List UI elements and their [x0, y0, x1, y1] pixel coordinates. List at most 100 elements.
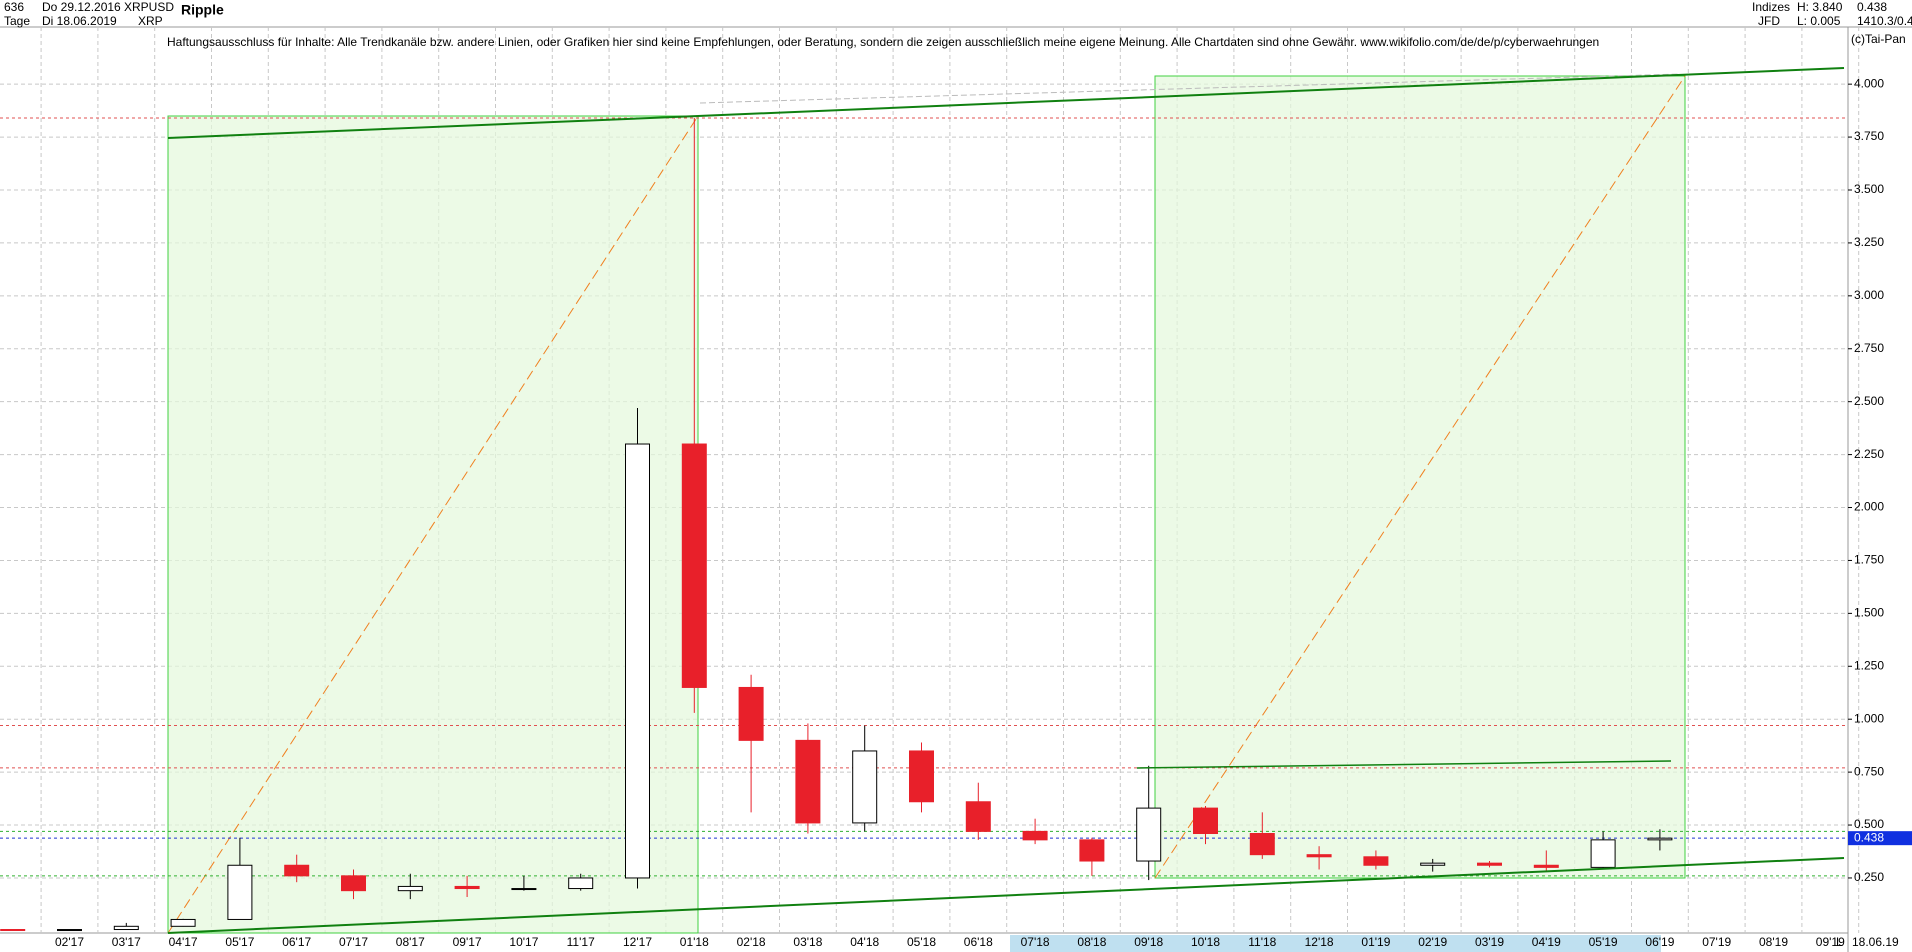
candle-body [1533, 864, 1559, 868]
y-tick-label: 2.000 [1854, 500, 1884, 514]
candle-body [57, 929, 82, 932]
date-end: 18.06.19 [1852, 935, 1899, 949]
high: H: 3.840 [1797, 0, 1843, 14]
start-date: Do 29.12.2016 [42, 0, 121, 14]
x-tick-label: 08'18 [1077, 935, 1106, 949]
candle-body [909, 750, 934, 803]
trendline [1136, 760, 1672, 769]
candle-body [0, 929, 26, 932]
candle-body [454, 885, 480, 890]
y-tick-label: 0.250 [1854, 870, 1884, 884]
header: 636 Do 29.12.2016 Tage Di 18.06.2019 XRP… [0, 0, 1912, 28]
candle-body [738, 686, 764, 741]
x-tick-label: 03'19 [1475, 935, 1504, 949]
extra: 1410.3/0.4 [1857, 14, 1912, 28]
price-label: 0.438 [1854, 830, 1884, 844]
drawings [167, 73, 1686, 934]
x-tick-label: 11'17 [567, 935, 595, 949]
y-tick-label: 0.750 [1854, 764, 1884, 778]
y-tick-label: 1.250 [1854, 658, 1884, 672]
period[interactable]: Tage [4, 14, 30, 28]
helper-line [699, 73, 1681, 104]
candle-body [1477, 862, 1502, 866]
y-tick-label: 1.750 [1854, 553, 1884, 567]
x-tick-label: 02'17 [55, 935, 84, 949]
symbol: XRPUSD [124, 0, 174, 14]
candle-body [284, 864, 310, 877]
candle-body [170, 918, 196, 927]
x-tick-label: 04'19 [1532, 935, 1561, 949]
candle-body [852, 750, 878, 824]
x-tick-label: 11'18 [1248, 935, 1276, 949]
x-tick-label: 12'17 [623, 935, 652, 949]
candle-body [1306, 854, 1332, 858]
l-mark: L [1836, 935, 1843, 949]
copyright: (c)Tai-Pan [1851, 32, 1906, 46]
x-tick-label: 07'19 [1702, 935, 1731, 949]
y-tick-label: 0.500 [1854, 817, 1884, 831]
candle-body [1363, 856, 1389, 866]
low: L: 0.005 [1797, 14, 1841, 28]
candle-body [1420, 862, 1446, 866]
candle-body [1079, 839, 1105, 862]
candle-body [681, 443, 707, 688]
trendline [167, 115, 699, 139]
y-tick-label: 3.750 [1854, 129, 1884, 143]
disclaimer: Haftungsausschluss für Inhalte: Alle Tre… [167, 35, 1599, 49]
x-tick-label: 03'18 [793, 935, 822, 949]
end-date: Di 18.06.2019 [42, 14, 117, 28]
candle-body [113, 925, 139, 931]
x-tick-label: 04'17 [169, 935, 198, 949]
candle-body [965, 801, 991, 832]
group: Indizes [1752, 0, 1790, 14]
x-tick-label: 06'19 [1645, 935, 1674, 949]
x-tick-label: 05'18 [907, 935, 936, 949]
exchange: JFD [1758, 14, 1780, 28]
axis-highlight [1010, 935, 1661, 952]
x-tick-label: 05'17 [225, 935, 254, 949]
candle-body [1193, 807, 1218, 835]
short: XRP [138, 14, 163, 28]
candle-body [625, 443, 650, 879]
y-tick-label: 1.500 [1854, 606, 1884, 620]
price-marker [1848, 831, 1912, 846]
y-tick-label: 2.500 [1854, 394, 1884, 408]
y-tick-label: 1.000 [1854, 711, 1884, 725]
dashed-line [167, 115, 699, 934]
trendline [697, 67, 1845, 117]
y-tick-label: 3.500 [1854, 182, 1884, 196]
bars[interactable]: 636 [4, 0, 24, 14]
candle-body [795, 739, 821, 824]
x-tick-label: 08'19 [1759, 935, 1788, 949]
candles [0, 118, 1673, 932]
candle-body [227, 864, 253, 920]
candle-body [1249, 833, 1275, 856]
last: 0.438 [1857, 0, 1887, 14]
x-tick-label: 02'18 [737, 935, 766, 949]
x-tick-label: 06'17 [282, 935, 311, 949]
trendline [167, 857, 1845, 934]
x-tick-label: 08'17 [396, 935, 425, 949]
candle-body [568, 877, 594, 890]
y-tick-label: 3.000 [1854, 288, 1884, 302]
x-tick-label: 09'18 [1134, 935, 1163, 949]
candle-body [1590, 839, 1616, 868]
x-tick-label: 06'18 [964, 935, 993, 949]
x-tick-label: 10'17 [509, 935, 538, 949]
y-tick-label: 3.250 [1854, 235, 1884, 249]
x-tick-label: 04'18 [850, 935, 879, 949]
y-tick-label: 2.750 [1854, 341, 1884, 355]
x-tick-label: 09'19 [1816, 935, 1845, 949]
x-tick-label: 12'18 [1305, 935, 1334, 949]
x-tick-label: 01'18 [680, 935, 709, 949]
x-tick-label: 02'19 [1418, 935, 1447, 949]
candle-body [397, 885, 423, 892]
trendlines [167, 67, 1845, 934]
x-tick-label: 01'19 [1361, 935, 1390, 949]
x-tick-label: 07'17 [339, 935, 368, 949]
candle-body [341, 875, 366, 892]
candle-body [1647, 837, 1673, 841]
name: Ripple [181, 2, 224, 18]
